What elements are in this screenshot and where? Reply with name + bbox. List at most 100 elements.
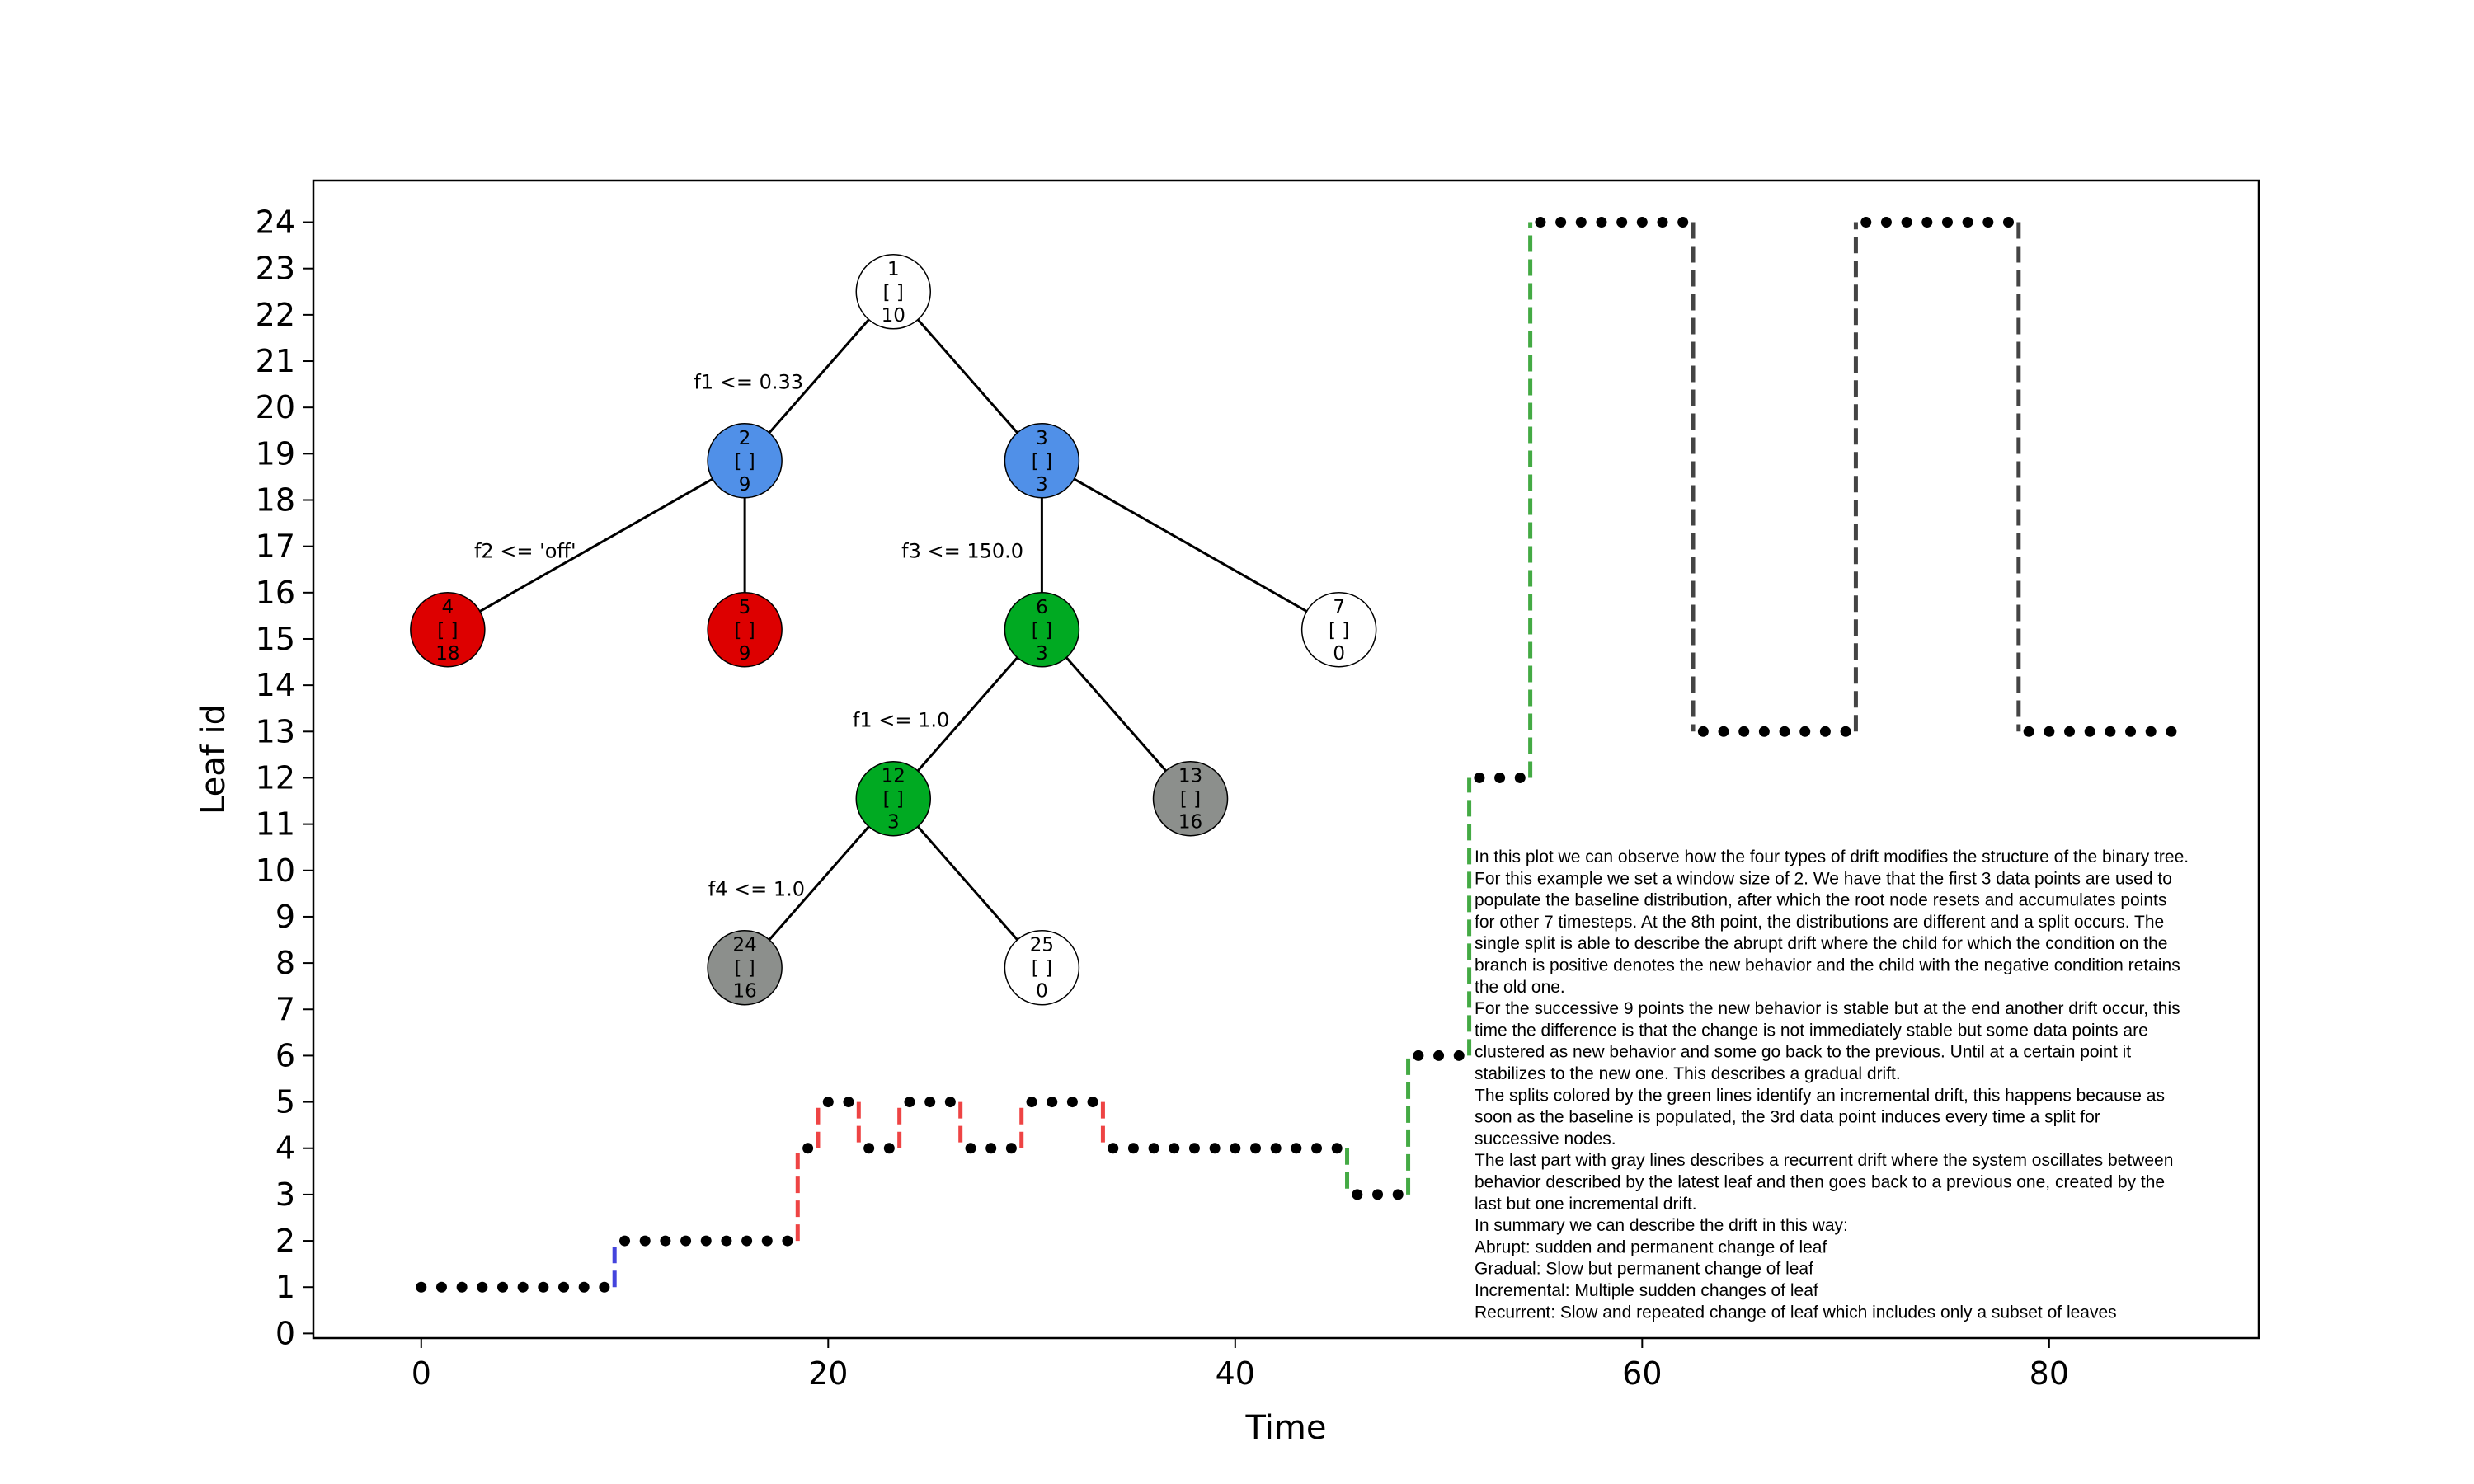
tree-node-id: 6 bbox=[1036, 597, 1048, 618]
tree-node: 13[ ]16 bbox=[1152, 760, 1229, 837]
data-point bbox=[599, 1281, 610, 1293]
data-point bbox=[782, 1235, 793, 1247]
tree-node-circle bbox=[855, 760, 932, 837]
data-point bbox=[2084, 726, 2095, 737]
tree-node-id: 3 bbox=[1036, 428, 1048, 449]
annotation-line: for other 7 timesteps. At the 8th point,… bbox=[1475, 913, 2164, 932]
data-point bbox=[1372, 1189, 1384, 1200]
data-point bbox=[1209, 1143, 1221, 1154]
data-point bbox=[1352, 1189, 1363, 1200]
y-tick-label: 4 bbox=[275, 1130, 295, 1167]
data-point bbox=[1127, 1143, 1139, 1154]
data-point bbox=[2166, 726, 2177, 737]
data-point bbox=[700, 1235, 712, 1247]
data-point bbox=[1677, 217, 1689, 228]
data-point bbox=[1880, 217, 1892, 228]
tree-node-bracket: [ ] bbox=[1032, 620, 1052, 641]
annotation-line: The last part with gray lines describes … bbox=[1475, 1151, 2173, 1170]
y-tick-label: 13 bbox=[256, 713, 295, 749]
y-tick-label: 3 bbox=[275, 1176, 295, 1213]
data-point bbox=[1108, 1143, 1119, 1154]
data-point bbox=[1148, 1143, 1159, 1154]
data-point bbox=[496, 1281, 508, 1293]
tree-node-count: 9 bbox=[739, 643, 751, 665]
data-point bbox=[1066, 1097, 1078, 1108]
x-axis-label: Time bbox=[1245, 1409, 1327, 1447]
annotation-line: populate the baseline distribution, afte… bbox=[1475, 891, 2166, 910]
annotation-line: For the successive 9 points the new beha… bbox=[1475, 999, 2180, 1018]
data-point bbox=[1636, 217, 1648, 228]
tree-node-count: 3 bbox=[1036, 643, 1048, 665]
data-point bbox=[1087, 1097, 1098, 1108]
y-tick-label: 16 bbox=[256, 575, 295, 611]
data-point bbox=[1270, 1143, 1282, 1154]
tree-node-count: 0 bbox=[1036, 981, 1048, 1003]
annotation-line: The splits colored by the green lines id… bbox=[1475, 1086, 2165, 1105]
y-tick-label: 5 bbox=[275, 1084, 295, 1120]
tree-node-count: 3 bbox=[887, 812, 900, 834]
annotation-line: In summary we can describe the drift in … bbox=[1475, 1216, 1848, 1235]
data-point bbox=[1230, 1143, 1241, 1154]
split-condition: f3 <= 150.0 bbox=[901, 540, 1023, 563]
tree-node-count: 16 bbox=[1178, 812, 1202, 834]
data-point bbox=[2002, 217, 2014, 228]
split-condition: f1 <= 0.33 bbox=[694, 371, 803, 394]
y-tick-label: 22 bbox=[256, 297, 295, 333]
tree-node-count: 9 bbox=[739, 474, 751, 495]
tree-node-count: 16 bbox=[732, 981, 756, 1003]
x-tick-label: 60 bbox=[1622, 1355, 1662, 1392]
data-point bbox=[477, 1281, 488, 1293]
annotation-line: branch is positive denotes the new behav… bbox=[1475, 956, 2180, 975]
tree-node-id: 12 bbox=[882, 766, 905, 787]
data-point bbox=[741, 1235, 753, 1247]
data-point bbox=[883, 1143, 895, 1154]
annotation-line: last but one incremental drift. bbox=[1475, 1195, 1697, 1214]
tree-node-circle bbox=[1004, 423, 1080, 499]
data-point bbox=[1413, 1050, 1424, 1061]
y-tick-label: 17 bbox=[256, 528, 295, 565]
data-point bbox=[1901, 217, 1912, 228]
y-axis-label: Leaf id bbox=[195, 704, 233, 815]
tree-node-circle bbox=[855, 254, 932, 330]
data-point bbox=[1738, 726, 1750, 737]
tree-node-count: 10 bbox=[882, 305, 905, 326]
annotation-line: clustered as new behavior and some go ba… bbox=[1475, 1043, 2131, 1062]
tree-node-circle bbox=[707, 423, 783, 499]
tree-node-bracket: [ ] bbox=[1180, 789, 1201, 810]
tree-node: 24[ ]16 bbox=[707, 929, 783, 1006]
annotation-line: Recurrent: Slow and repeated change of l… bbox=[1475, 1303, 2117, 1322]
data-point bbox=[1555, 217, 1567, 228]
y-tick-label: 12 bbox=[256, 759, 295, 796]
y-tick-label: 18 bbox=[256, 482, 295, 519]
data-point bbox=[2145, 726, 2157, 737]
data-point bbox=[517, 1281, 529, 1293]
data-point bbox=[538, 1281, 549, 1293]
data-point bbox=[1026, 1097, 1037, 1108]
y-tick-label: 11 bbox=[256, 806, 295, 843]
x-tick-label: 20 bbox=[808, 1355, 848, 1392]
y-tick-label: 21 bbox=[256, 343, 295, 379]
annotation-line: For this example we set a window size of… bbox=[1475, 869, 2172, 888]
data-point bbox=[639, 1235, 651, 1247]
y-tick-label: 1 bbox=[275, 1269, 295, 1305]
tree-node: 3[ ]3 bbox=[1004, 423, 1080, 499]
tree-node-bracket: [ ] bbox=[734, 958, 755, 979]
data-point bbox=[904, 1097, 915, 1108]
y-tick-label: 7 bbox=[275, 991, 295, 1027]
data-point bbox=[1331, 1143, 1343, 1154]
data-point bbox=[1779, 726, 1790, 737]
data-point bbox=[1921, 217, 1933, 228]
annotation-line: soon as the baseline is populated, the 3… bbox=[1475, 1108, 2100, 1127]
data-point bbox=[1392, 1189, 1404, 1200]
y-tick-label: 15 bbox=[256, 621, 295, 657]
data-point bbox=[2044, 726, 2055, 737]
y-tick-label: 2 bbox=[275, 1223, 295, 1259]
tree-node: 6[ ]3 bbox=[1004, 592, 1080, 668]
tree-node-bracket: [ ] bbox=[734, 451, 755, 472]
data-point bbox=[1819, 726, 1831, 737]
annotation-line: Gradual: Slow but permanent change of le… bbox=[1475, 1260, 1813, 1279]
tree-node-bracket: [ ] bbox=[1032, 451, 1052, 472]
y-tick-label: 23 bbox=[256, 251, 295, 287]
y-tick-label: 9 bbox=[275, 899, 295, 935]
data-point bbox=[1697, 726, 1709, 737]
